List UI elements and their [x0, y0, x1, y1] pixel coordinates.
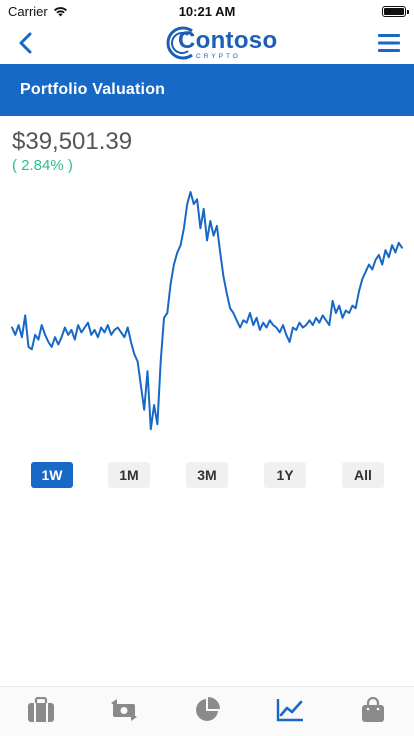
range-button-1y[interactable]: 1Y [264, 462, 306, 488]
tab-exchange[interactable] [107, 695, 141, 725]
page-title: Portfolio Valuation [20, 81, 166, 98]
menu-button[interactable] [374, 28, 404, 58]
contoso-logo: Contoso CRYPTO [160, 24, 277, 62]
tab-performance[interactable] [273, 695, 307, 725]
battery-fill [384, 7, 404, 15]
portfolio-change: ( 2.84% ) [12, 157, 73, 174]
pie-chart-icon [196, 697, 220, 721]
line-chart-icon [276, 699, 303, 722]
range-button-3m[interactable]: 3M [186, 462, 228, 488]
portfolio-value: $39,501.39 [12, 128, 133, 155]
carrier-label: Carrier [8, 3, 48, 19]
chart-series-line [11, 191, 403, 431]
shopping-bag-icon [362, 697, 384, 722]
section-header: Portfolio Valuation [0, 64, 414, 116]
hamburger-menu-icon [378, 34, 400, 52]
logo-subtext: CRYPTO [196, 53, 241, 60]
status-left: Carrier [8, 4, 68, 19]
logo-text: Contoso [178, 27, 278, 54]
tab-shop[interactable] [356, 695, 390, 725]
range-button-all[interactable]: All [342, 462, 384, 488]
logo-ring-icon [166, 26, 193, 60]
tab-allocation[interactable] [190, 695, 224, 725]
exchange-icon [111, 699, 137, 721]
battery-icon [382, 5, 409, 17]
status-bar: Carrier 10:21 AM [0, 0, 414, 22]
nav-bar: Contoso CRYPTO [0, 22, 414, 64]
range-button-1w[interactable]: 1W [31, 462, 73, 488]
tab-bar [0, 686, 414, 736]
range-button-1m[interactable]: 1M [108, 462, 150, 488]
briefcase-icon [28, 697, 54, 722]
tab-portfolio[interactable] [24, 695, 58, 725]
chevron-left-icon [19, 32, 32, 54]
time-range-selector: 1W 1M 3M 1Y All [0, 462, 414, 488]
wifi-icon [53, 6, 67, 16]
back-button[interactable] [10, 28, 40, 58]
portfolio-line-chart[interactable] [0, 180, 414, 445]
